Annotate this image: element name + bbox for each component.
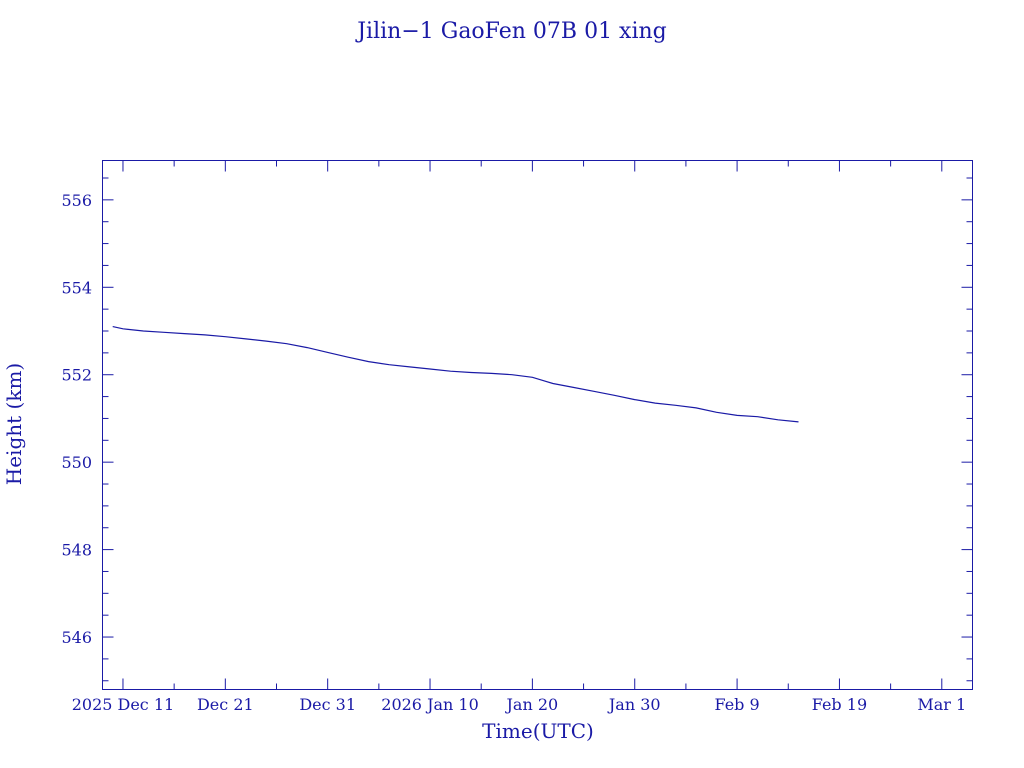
- y-tick-label: 548: [61, 541, 92, 560]
- axis-tick-labels: 546 548 550 552 554 556 2025 Dec 11 Dec 21 Dec 3…: [61, 191, 966, 714]
- y-tick-label: 550: [61, 453, 92, 472]
- x-tick-label: 2026 Jan 10: [381, 695, 479, 714]
- chart-title: Jilin−1 GaoFen 07B 01 xing: [355, 19, 667, 44]
- y-tick-label: 546: [61, 628, 92, 647]
- y-tick-label: 552: [61, 366, 92, 385]
- y-tick-label: 554: [61, 278, 92, 297]
- x-tick-label: Feb 9: [714, 695, 759, 714]
- x-axis-label: Time(UTC): [482, 719, 594, 743]
- y-tick-label: 556: [61, 191, 92, 210]
- x-tick-label: Jan 20: [505, 695, 559, 714]
- plot-frame: [102, 160, 973, 690]
- series-line: [112, 326, 799, 423]
- x-tick-label: Feb 19: [812, 695, 867, 714]
- x-tick-label: Jan 30: [607, 695, 661, 714]
- x-tick-label: Dec 21: [197, 695, 254, 714]
- y-axis-label: Height (km): [2, 363, 26, 485]
- x-tick-label: Mar 1: [917, 695, 966, 714]
- x-tick-label: Dec 31: [299, 695, 356, 714]
- axis-ticks: [102, 160, 973, 690]
- x-tick-label: 2025 Dec 11: [72, 695, 175, 714]
